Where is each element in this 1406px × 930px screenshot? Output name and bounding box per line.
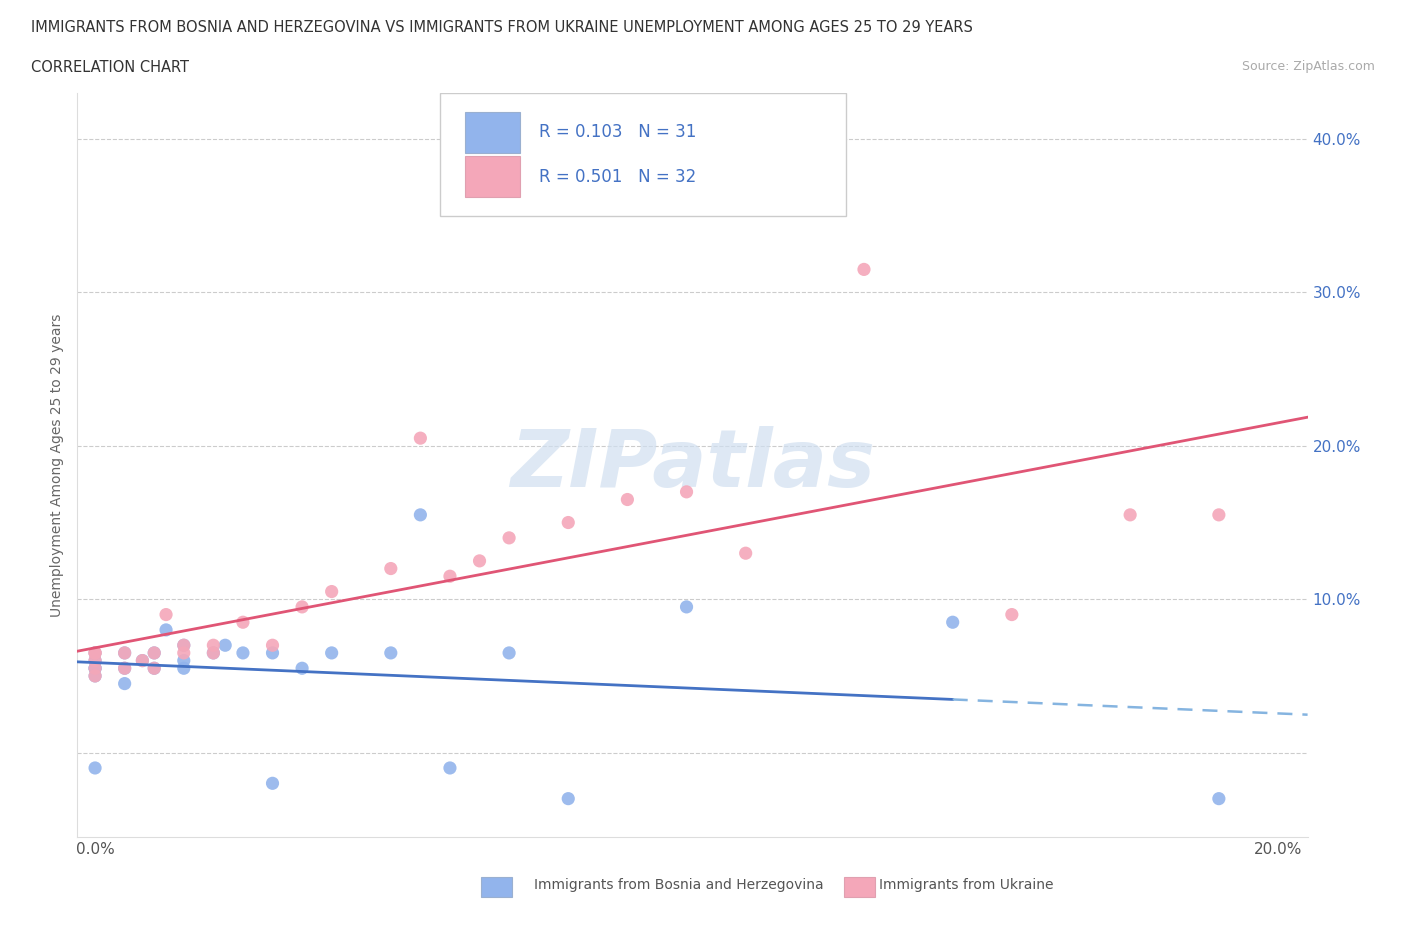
Point xyxy=(942,615,965,630)
Point xyxy=(173,638,195,653)
Point xyxy=(114,645,136,660)
Point xyxy=(214,638,236,653)
Point xyxy=(468,553,491,568)
Point xyxy=(291,600,314,615)
Point xyxy=(114,661,136,676)
Text: ZIPatlas: ZIPatlas xyxy=(510,426,875,504)
Text: R = 0.103   N = 31: R = 0.103 N = 31 xyxy=(538,123,696,141)
Point xyxy=(84,661,107,676)
Point xyxy=(114,661,136,676)
Point xyxy=(202,638,225,653)
Point xyxy=(84,661,107,676)
Point xyxy=(557,515,579,530)
Y-axis label: Unemployment Among Ages 25 to 29 years: Unemployment Among Ages 25 to 29 years xyxy=(51,313,65,617)
Point xyxy=(321,584,343,599)
Point xyxy=(173,661,195,676)
Point xyxy=(262,638,284,653)
Point xyxy=(143,661,166,676)
Text: Immigrants from Bosnia and Herzegovina: Immigrants from Bosnia and Herzegovina xyxy=(534,878,824,893)
Point xyxy=(232,615,254,630)
Point xyxy=(675,600,697,615)
Point xyxy=(734,546,756,561)
Point xyxy=(1208,508,1230,523)
Bar xyxy=(465,112,520,153)
Point xyxy=(852,262,875,277)
Point xyxy=(380,561,402,576)
Point xyxy=(439,761,461,776)
Point xyxy=(84,669,107,684)
Point xyxy=(155,622,177,637)
Bar xyxy=(844,877,875,897)
Point xyxy=(84,661,107,676)
Point xyxy=(143,645,166,660)
Point xyxy=(143,645,166,660)
Point xyxy=(143,661,166,676)
Point xyxy=(131,653,153,668)
Point xyxy=(380,645,402,660)
Text: Source: ZipAtlas.com: Source: ZipAtlas.com xyxy=(1241,60,1375,73)
Point xyxy=(84,653,107,668)
Point xyxy=(262,645,284,660)
Point xyxy=(498,645,520,660)
Point xyxy=(114,645,136,660)
Point xyxy=(1001,607,1024,622)
Point xyxy=(1119,508,1142,523)
Point xyxy=(291,661,314,676)
Bar xyxy=(465,156,520,197)
Point xyxy=(675,485,697,499)
FancyBboxPatch shape xyxy=(440,93,846,216)
Point xyxy=(84,653,107,668)
Point xyxy=(173,645,195,660)
Point xyxy=(616,492,638,507)
Text: IMMIGRANTS FROM BOSNIA AND HERZEGOVINA VS IMMIGRANTS FROM UKRAINE UNEMPLOYMENT A: IMMIGRANTS FROM BOSNIA AND HERZEGOVINA V… xyxy=(31,20,973,35)
Point xyxy=(1208,791,1230,806)
Point xyxy=(202,645,225,660)
Point xyxy=(439,569,461,584)
Point xyxy=(262,776,284,790)
Point xyxy=(114,676,136,691)
Point xyxy=(84,669,107,684)
Text: CORRELATION CHART: CORRELATION CHART xyxy=(31,60,188,75)
Point xyxy=(498,530,520,545)
Text: Immigrants from Ukraine: Immigrants from Ukraine xyxy=(879,878,1053,893)
Point xyxy=(409,508,432,523)
Text: R = 0.501   N = 32: R = 0.501 N = 32 xyxy=(538,167,696,186)
Point xyxy=(173,638,195,653)
Point xyxy=(173,653,195,668)
Point xyxy=(131,653,153,668)
Point xyxy=(409,431,432,445)
Point xyxy=(84,761,107,776)
Point xyxy=(232,645,254,660)
Bar xyxy=(481,877,512,897)
Point xyxy=(321,645,343,660)
Point xyxy=(202,645,225,660)
Point xyxy=(84,645,107,660)
Point xyxy=(155,607,177,622)
Point xyxy=(84,645,107,660)
Point xyxy=(84,645,107,660)
Point xyxy=(557,791,579,806)
